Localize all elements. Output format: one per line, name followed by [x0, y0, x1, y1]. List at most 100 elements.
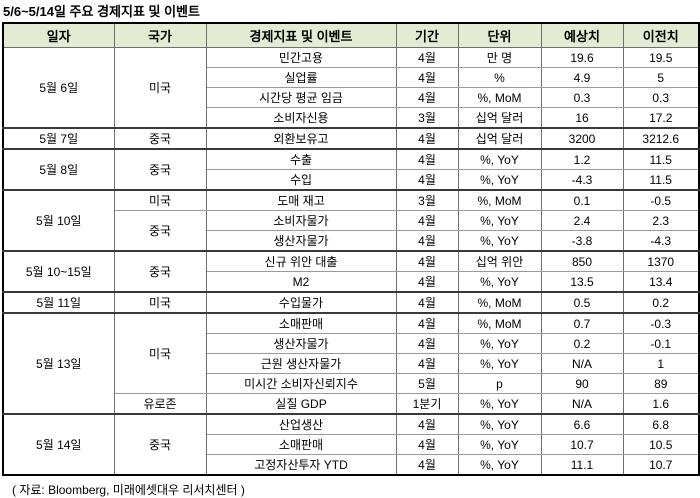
period-cell: 4월 [395, 47, 459, 68]
table-row: 5월 10~15일 중국 신규 위안 대출 4월 십억 위안 850 1370 [2, 250, 700, 293]
forecast-cell: 2.4 [540, 210, 624, 231]
period-cell: 4월 [395, 454, 459, 476]
header-previous: 이전치 [622, 22, 700, 48]
table-row: 시간당 평균 임금 4월 %, MoM 0.3 0.3 [3, 87, 700, 108]
previous-cell: 13.4 [622, 271, 700, 293]
header-indicator: 경제지표 및 이벤트 [205, 22, 397, 48]
table-row: 고정자산투자 YTD 4월 %, YoY 11.1 10.7 [3, 454, 700, 476]
previous-cell: 0.2 [622, 291, 700, 314]
table-row: M2 4월 %, YoY 13.5 13.4 [3, 271, 700, 293]
indicator-cell: 소매판매 [205, 434, 397, 455]
previous-cell: 10.5 [622, 434, 700, 455]
indicator-cell: 신규 위안 대출 [205, 250, 397, 272]
previous-cell: 1 [622, 353, 700, 374]
unit-cell: %, MoM [457, 312, 542, 334]
country-cell: 미국 [113, 291, 207, 314]
forecast-cell: 0.7 [540, 312, 624, 334]
period-cell: 4월 [395, 250, 459, 272]
economic-calendar-table: 일자 국가 경제지표 및 이벤트 기간 단위 예상치 이전치 5월 6일 미국 … [2, 22, 700, 476]
country-cell: 미국 [113, 47, 207, 129]
table-row: 5월 11일 미국 수입물가 4월 %, MoM 0.5 0.2 [2, 291, 700, 314]
table-row: 유로존 실질 GDP 1분기 %, YoY N/A 1.6 [3, 393, 700, 415]
previous-cell: 2.3 [622, 210, 700, 231]
date-cell: 5월 7일 [2, 127, 115, 150]
indicator-cell: 생산자물가 [205, 333, 397, 354]
period-cell: 4월 [395, 333, 459, 354]
unit-cell: %, MoM [457, 189, 542, 211]
indicator-cell: 시간당 평균 임금 [205, 87, 397, 108]
indicator-cell: 미시간 소비자신뢰지수 [205, 373, 397, 394]
header-period: 기간 [395, 22, 459, 48]
header-date: 일자 [2, 22, 115, 48]
country-cell: 유로존 [113, 393, 207, 415]
previous-cell: -0.1 [622, 333, 700, 354]
table-row: 중국 소비자물가 4월 %, YoY 2.4 2.3 [3, 210, 700, 252]
previous-cell: -0.3 [622, 312, 700, 334]
forecast-cell: -3.8 [540, 230, 624, 252]
forecast-cell: 4.9 [540, 67, 624, 88]
unit-cell: %, YoY [457, 169, 542, 191]
indicator-cell: 소비자물가 [205, 210, 397, 231]
country-cell: 미국 [113, 312, 207, 394]
unit-cell: %, YoY [457, 353, 542, 374]
unit-cell: %, YoY [457, 413, 542, 435]
date-cell: 5월 11일 [2, 291, 115, 314]
period-cell: 5월 [395, 373, 459, 394]
indicator-cell: 고정자산투자 YTD [205, 454, 397, 476]
date-cell: 5월 10일 [2, 189, 115, 252]
unit-cell: %, YoY [457, 148, 542, 170]
unit-cell: %, YoY [457, 210, 542, 231]
previous-cell: 11.5 [622, 148, 700, 170]
period-cell: 4월 [395, 413, 459, 435]
header-forecast: 예상치 [540, 22, 624, 48]
table-row: 5월 6일 미국 민간고용 4월 만 명 19.6 19.5 [2, 47, 700, 129]
table-row: 5월 14일 중국 산업생산 4월 %, YoY 6.6 6.8 [2, 413, 700, 476]
previous-cell: 1370 [622, 250, 700, 272]
indicator-cell: 소매판매 [205, 312, 397, 334]
indicator-cell: 소비자신용 [205, 107, 397, 129]
source-note: ( 자료: Bloomberg, 미래에셋대우 리서치센터 ) [12, 483, 245, 497]
date-cell: 5월 10~15일 [2, 250, 115, 293]
header-unit: 단위 [457, 22, 542, 48]
country-cell: 중국 [113, 127, 207, 150]
table-row: 소비자신용 3월 십억 달러 16 17.2 [3, 107, 700, 129]
period-cell: 4월 [395, 312, 459, 334]
unit-cell: 십억 달러 [457, 127, 542, 150]
unit-cell: 십억 위안 [457, 250, 542, 272]
period-cell: 4월 [395, 67, 459, 88]
unit-cell: %, YoY [457, 393, 542, 415]
unit-cell: %, MoM [457, 87, 542, 108]
forecast-cell: 16 [540, 107, 624, 129]
forecast-cell: 90 [540, 373, 624, 394]
unit-cell: %, YoY [457, 230, 542, 252]
table-row: 생산자물가 4월 %, YoY 0.2 -0.1 [3, 333, 700, 354]
date-cell: 5월 6일 [2, 47, 115, 129]
forecast-cell: 0.3 [540, 87, 624, 108]
period-cell: 4월 [395, 230, 459, 252]
unit-cell: p [457, 373, 542, 394]
period-cell: 4월 [395, 210, 459, 231]
indicator-cell: 근원 생산자물가 [205, 353, 397, 374]
forecast-cell: N/A [540, 393, 624, 415]
indicator-cell: 수입 [205, 169, 397, 191]
forecast-cell: 0.1 [540, 189, 624, 211]
indicator-cell: 수입물가 [205, 291, 397, 314]
period-cell: 4월 [395, 148, 459, 170]
forecast-cell: N/A [540, 353, 624, 374]
date-cell: 5월 13일 [2, 312, 115, 415]
period-cell: 4월 [395, 271, 459, 293]
table-row: 5월 7일 중국 외환보유고 4월 십억 달러 3200 3212.6 [2, 127, 700, 150]
unit-cell: %, YoY [457, 271, 542, 293]
previous-cell: -0.5 [622, 189, 700, 211]
unit-cell: %, YoY [457, 333, 542, 354]
table-row: 생산자물가 4월 %, YoY -3.8 -4.3 [3, 230, 700, 252]
country-cell: 중국 [113, 413, 207, 476]
previous-cell: 0.3 [622, 87, 700, 108]
table-row: 실업률 4월 % 4.9 5 [3, 67, 700, 88]
indicator-cell: 도매 재고 [205, 189, 397, 211]
forecast-cell: 10.7 [540, 434, 624, 455]
indicator-cell: M2 [205, 271, 397, 293]
previous-cell: 17.2 [622, 107, 700, 129]
forecast-cell: 1.2 [540, 148, 624, 170]
previous-cell: 11.5 [622, 169, 700, 191]
